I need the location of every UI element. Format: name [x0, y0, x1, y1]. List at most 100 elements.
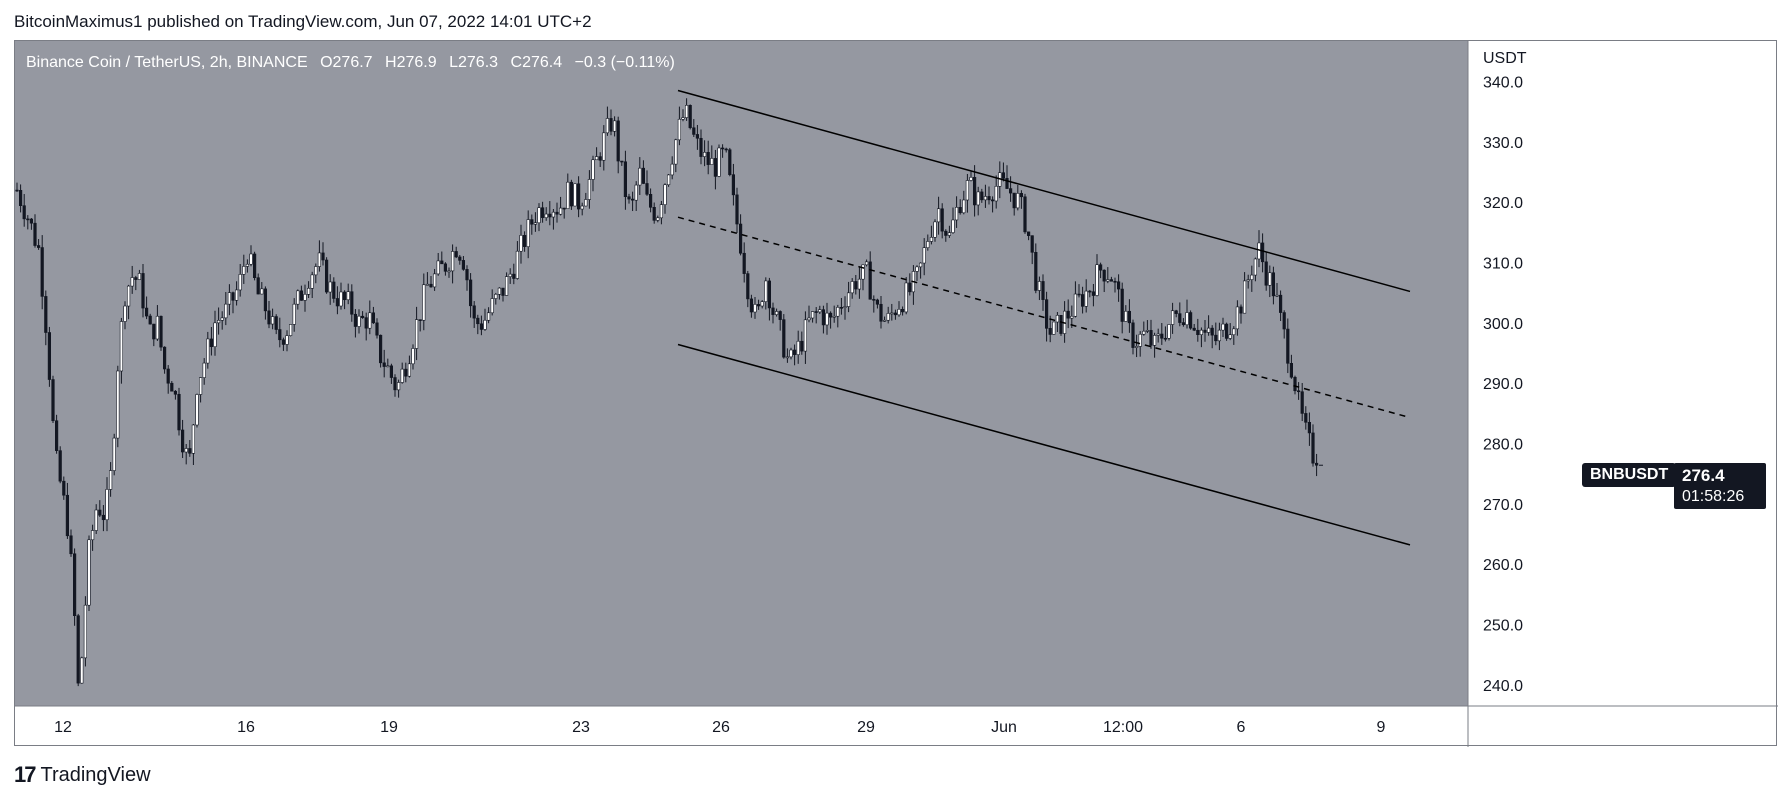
candle-body: [904, 282, 908, 313]
candle-body: [735, 194, 739, 225]
candle-body: [659, 204, 663, 219]
candle-body: [1016, 193, 1020, 209]
price-chart[interactable]: USDT 240.0 250.0 260.0 270.0 280.0 290.0 300.0…: [15, 41, 1778, 747]
candle-body: [569, 181, 573, 207]
candle-body: [353, 313, 358, 327]
candle-body: [656, 217, 660, 221]
candle-body: [1037, 281, 1041, 291]
candle-body: [1289, 362, 1293, 378]
candle-body: [213, 322, 217, 347]
candle-body: [465, 269, 469, 281]
tradingview-footer[interactable]: 17 TradingView: [14, 762, 151, 788]
candle-body: [807, 317, 811, 321]
candle-body: [458, 256, 462, 261]
candle-body: [720, 147, 725, 150]
candle-body: [472, 305, 476, 319]
candle-body: [87, 539, 91, 606]
candle-body: [217, 320, 221, 324]
candle-body: [184, 448, 188, 453]
candle-body: [1282, 312, 1286, 330]
candle-body: [418, 319, 422, 321]
candle-body: [681, 117, 685, 120]
candle-body: [1012, 192, 1016, 209]
candle-body: [803, 319, 807, 352]
candle-body: [508, 273, 512, 277]
candle-body: [796, 340, 800, 355]
candle-body: [713, 158, 717, 177]
candle-body: [490, 298, 494, 314]
channel-lower-line[interactable]: [677, 343, 1411, 546]
candle-body: [1005, 178, 1009, 189]
candle-body: [954, 207, 959, 221]
candle-body: [994, 186, 998, 202]
candle-body: [814, 311, 818, 313]
candle-body: [828, 312, 833, 318]
candle-body: [134, 277, 138, 280]
candle-body: [461, 260, 466, 270]
candle-body: [389, 365, 394, 378]
candle-body: [235, 289, 239, 301]
candle-body: [587, 179, 591, 200]
candle-body: [908, 282, 912, 293]
candle-body: [778, 311, 782, 320]
candle-body: [1235, 306, 1239, 330]
candle-body: [220, 317, 224, 321]
candle-body: [1196, 329, 1200, 335]
candle-body: [91, 530, 95, 541]
candle-body: [1120, 288, 1124, 322]
candle-body: [94, 509, 98, 531]
plot-area: [15, 41, 1468, 706]
candle-body: [1124, 310, 1128, 322]
candle-body: [1084, 290, 1088, 307]
candle-body: [951, 219, 955, 233]
candle-body: [1138, 333, 1142, 347]
candle-body: [396, 382, 401, 391]
candle-body: [832, 315, 836, 318]
candle-body: [551, 211, 555, 218]
candle-body: [260, 288, 264, 295]
candle-body: [936, 208, 941, 223]
candle-body: [497, 287, 502, 295]
candle-body: [163, 346, 167, 370]
candle-body: [123, 305, 127, 322]
candle-body: [127, 285, 131, 307]
bar-countdown: 01:58:26: [1682, 488, 1745, 505]
candle-body: [846, 292, 851, 307]
candle-body: [447, 270, 451, 273]
candle-body: [242, 266, 246, 275]
y-tick-label: 270.0: [1483, 497, 1523, 514]
candle-body: [1099, 264, 1103, 271]
candle-body: [1019, 193, 1023, 198]
candle-body: [792, 349, 797, 355]
candle-body: [137, 273, 141, 280]
candle-body: [468, 279, 473, 307]
x-tick-label: 29: [857, 719, 875, 736]
candle-body: [526, 219, 530, 247]
candle-body: [1091, 291, 1095, 296]
channel-midline[interactable]: [677, 216, 1411, 419]
candle-body: [1286, 328, 1290, 364]
channel-upper-line[interactable]: [677, 89, 1411, 293]
candle-body: [76, 615, 80, 684]
candle-body: [944, 230, 948, 236]
candle-body: [634, 184, 638, 201]
candle-body: [422, 284, 426, 321]
candle-body: [1207, 327, 1211, 333]
candle-body: [36, 245, 41, 248]
candle-body: [317, 252, 322, 267]
chart-frame[interactable]: USDT 240.0 250.0 260.0 270.0 280.0 290.0 300.0…: [14, 40, 1778, 747]
x-tick-label: 23: [572, 719, 590, 736]
candle-body: [375, 322, 379, 336]
candle-body: [1142, 330, 1146, 335]
candle-body: [674, 139, 678, 165]
candle-body: [584, 199, 588, 207]
candle-body: [296, 290, 300, 305]
candle-body: [1304, 413, 1308, 423]
candle-body: [411, 348, 415, 365]
candle-body: [540, 207, 545, 218]
x-tick-label: 9: [1377, 719, 1386, 736]
candle-body: [19, 190, 23, 206]
candle-body: [486, 312, 491, 321]
candle-body: [1041, 281, 1045, 300]
candle-body: [789, 349, 793, 358]
